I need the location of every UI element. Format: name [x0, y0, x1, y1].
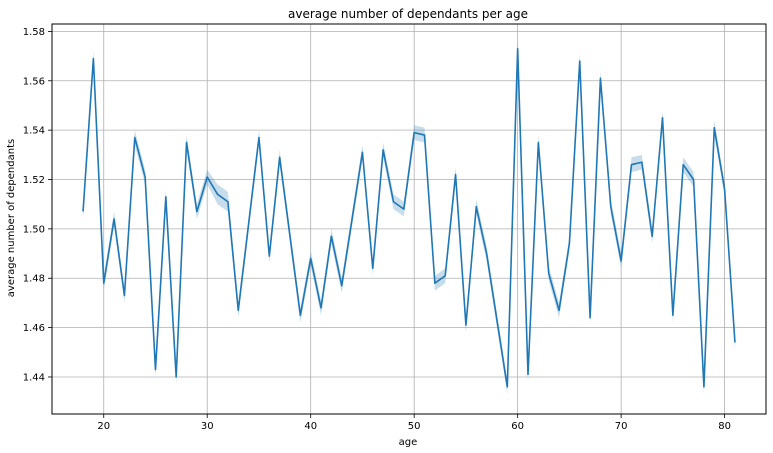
- x-tick-label: 50: [408, 421, 421, 432]
- x-tick-label: 30: [201, 421, 214, 432]
- x-axis-label: age: [399, 437, 418, 448]
- x-tick-label: 60: [511, 421, 524, 432]
- x-tick-label: 70: [615, 421, 628, 432]
- x-tick-label: 40: [304, 421, 317, 432]
- series-line-layer: [82, 47, 736, 388]
- x-axis: 20 30 40 50 60 70 80: [97, 414, 731, 432]
- y-tick-label: 1.52: [23, 175, 45, 186]
- y-axis: 1.44 1.46 1.48 1.50 1.52 1.54 1.56 1.58: [23, 27, 52, 383]
- y-axis-label: average number of dependants: [6, 139, 17, 297]
- grid: [52, 24, 766, 414]
- y-tick-label: 1.44: [23, 372, 45, 383]
- chart-title: average number of dependants per age: [288, 7, 528, 21]
- y-tick-label: 1.58: [23, 27, 45, 38]
- y-tick-label: 1.50: [23, 224, 45, 235]
- y-tick-label: 1.48: [23, 274, 45, 285]
- y-tick-label: 1.54: [23, 126, 45, 137]
- series-line: [82, 47, 736, 388]
- y-tick-label: 1.46: [23, 323, 45, 334]
- plot-frame: [51, 23, 767, 415]
- y-tick-label: 1.56: [23, 76, 45, 87]
- x-tick-label: 80: [718, 421, 731, 432]
- x-tick-label: 20: [97, 421, 110, 432]
